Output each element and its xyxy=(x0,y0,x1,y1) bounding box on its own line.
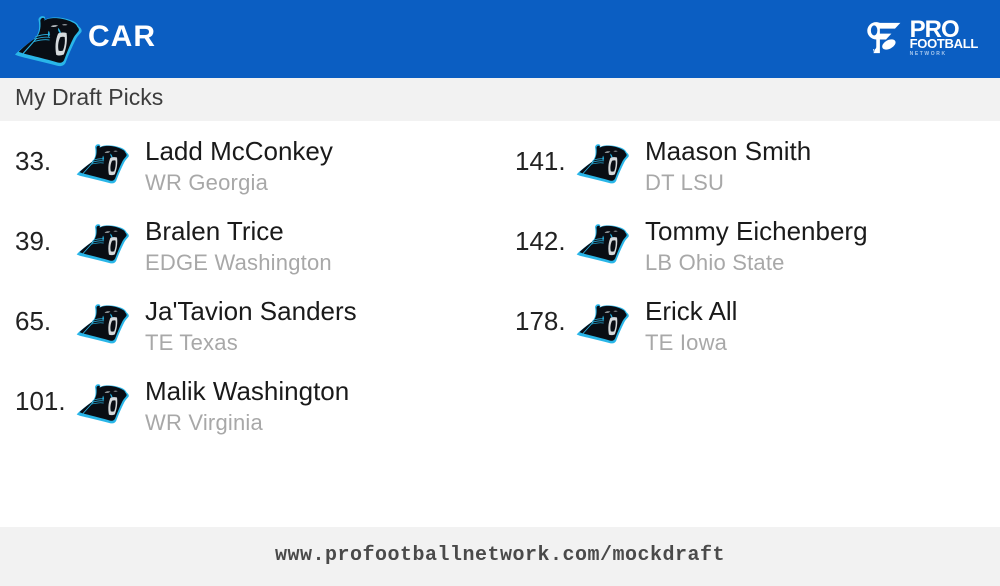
svg-text:N: N xyxy=(873,48,876,53)
